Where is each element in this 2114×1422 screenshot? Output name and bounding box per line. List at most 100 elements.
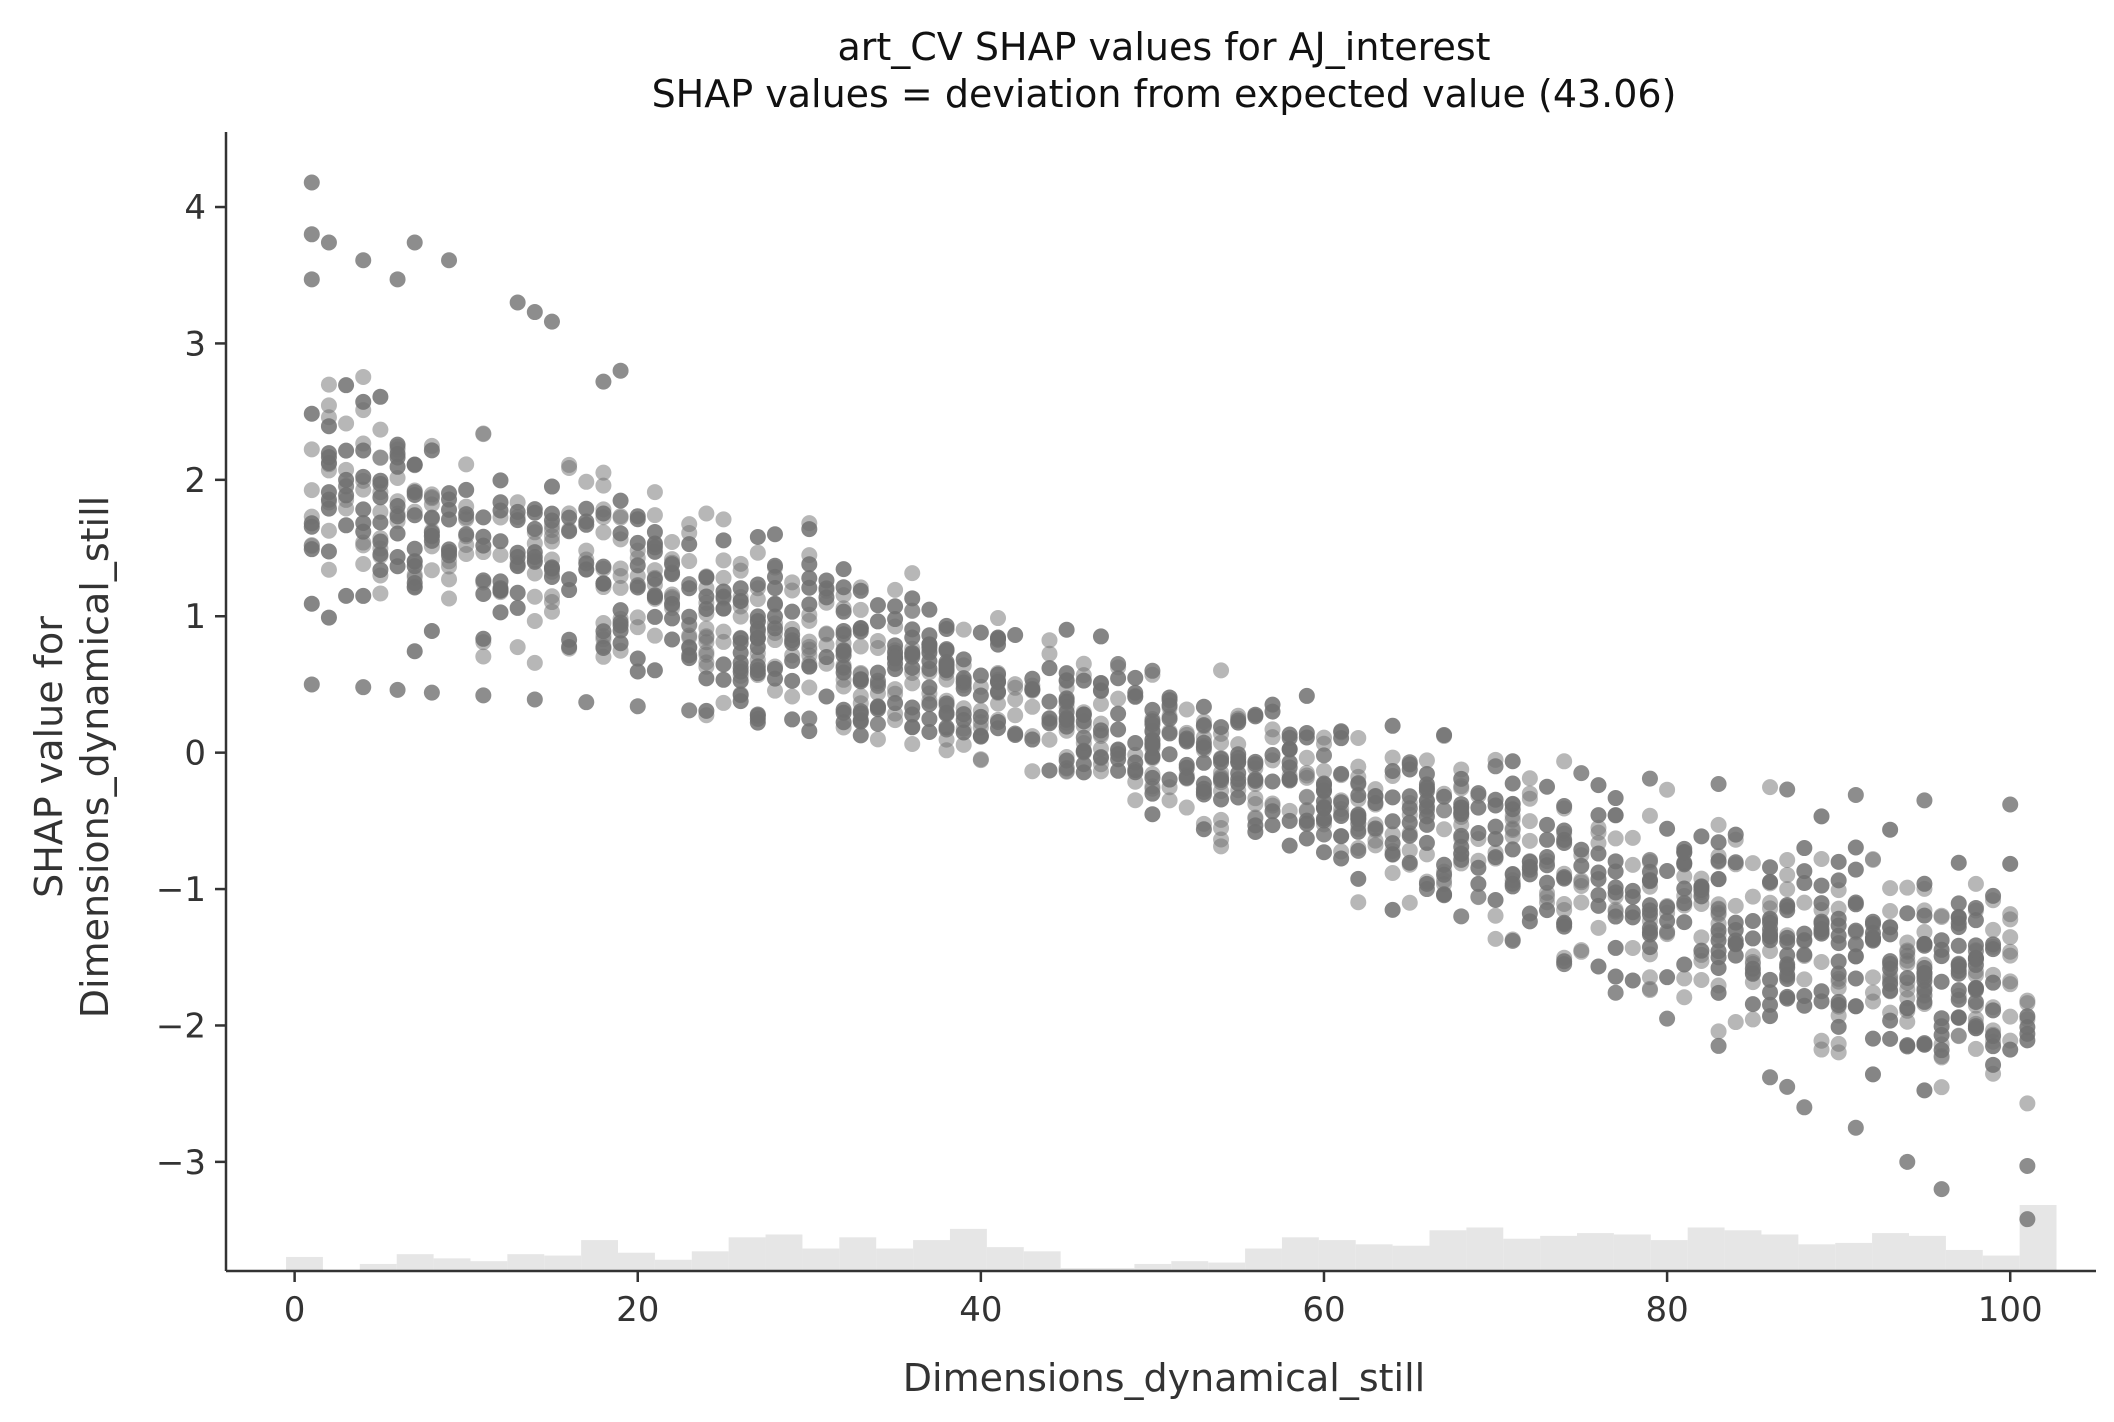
data-point — [921, 679, 938, 696]
data-point — [887, 598, 904, 615]
data-point — [355, 468, 372, 485]
data-point — [372, 561, 389, 578]
data-point — [303, 595, 320, 612]
data-point — [1916, 964, 1933, 981]
data-point — [1110, 670, 1127, 687]
x-tick-label: 60 — [1302, 1290, 1345, 1330]
histogram-bar — [691, 1251, 729, 1271]
data-point — [1521, 813, 1538, 830]
y-tick-label: −3 — [156, 1143, 206, 1183]
data-point — [2019, 1032, 2036, 1049]
data-point — [561, 582, 578, 599]
data-point — [990, 711, 1007, 728]
data-point — [766, 595, 783, 612]
data-point — [1950, 962, 1967, 979]
data-point — [921, 723, 938, 740]
data-point — [1710, 834, 1727, 851]
data-point — [972, 728, 989, 745]
data-point — [1779, 1078, 1796, 1095]
data-point — [887, 649, 904, 666]
data-point — [492, 546, 509, 563]
data-point — [1847, 861, 1864, 878]
data-point — [852, 687, 869, 704]
data-point — [1007, 676, 1024, 693]
data-point — [1813, 953, 1830, 970]
data-point — [1384, 717, 1401, 734]
data-point — [1659, 924, 1676, 941]
data-point — [1899, 974, 1916, 991]
data-point — [1127, 688, 1144, 705]
data-point — [1110, 690, 1127, 707]
data-point — [869, 632, 886, 649]
data-point — [612, 362, 629, 379]
data-point — [1161, 746, 1178, 763]
data-point — [1744, 1011, 1761, 1028]
data-point — [406, 503, 423, 520]
data-point — [1899, 1153, 1916, 1170]
data-point — [715, 532, 732, 549]
data-point — [801, 679, 818, 696]
data-point — [1058, 710, 1075, 727]
data-point — [1762, 914, 1779, 931]
x-tick-label: 40 — [959, 1290, 1002, 1330]
data-point — [1007, 725, 1024, 742]
data-point — [303, 537, 320, 554]
data-point — [801, 596, 818, 613]
data-point — [1985, 887, 2002, 904]
data-point — [766, 557, 783, 574]
data-point — [1676, 914, 1693, 931]
data-point — [1762, 894, 1779, 911]
data-point — [1607, 984, 1624, 1001]
data-point — [766, 632, 783, 649]
data-point — [1504, 841, 1521, 858]
data-point — [972, 751, 989, 768]
data-point — [1779, 781, 1796, 798]
data-point — [1573, 872, 1590, 889]
data-point — [732, 608, 749, 625]
data-point — [818, 688, 835, 705]
x-tick-label: 80 — [1645, 1290, 1688, 1330]
data-point — [835, 561, 852, 578]
data-point — [303, 441, 320, 458]
data-point — [2019, 1211, 2036, 1228]
data-point — [1933, 973, 1950, 990]
data-point — [423, 623, 440, 640]
data-point — [1779, 852, 1796, 869]
data-point — [1213, 782, 1230, 799]
data-point — [1539, 778, 1556, 795]
data-point — [1727, 856, 1744, 873]
data-point — [595, 575, 612, 592]
data-point — [372, 421, 389, 438]
x-tick-label: 20 — [616, 1290, 659, 1330]
histogram-bar — [1208, 1262, 1246, 1271]
data-point — [1916, 1036, 1933, 1053]
data-point — [1624, 882, 1641, 899]
data-point — [492, 494, 509, 511]
data-point — [389, 469, 406, 486]
data-point — [1813, 902, 1830, 919]
data-point — [1539, 857, 1556, 874]
data-point — [1539, 816, 1556, 833]
y-tick-label: 4 — [184, 188, 206, 228]
data-point — [1676, 868, 1693, 885]
data-point — [1830, 935, 1847, 952]
data-point — [1847, 998, 1864, 1015]
data-point — [1590, 919, 1607, 936]
data-point — [835, 622, 852, 639]
data-point — [1710, 1023, 1727, 1040]
data-point — [681, 702, 698, 719]
data-point — [904, 565, 921, 582]
data-point — [2019, 992, 2036, 1009]
data-point — [990, 695, 1007, 712]
data-point — [1830, 1044, 1847, 1061]
data-point — [1916, 937, 1933, 954]
data-point — [1110, 721, 1127, 738]
data-point — [1556, 956, 1573, 973]
data-point — [2002, 796, 2019, 813]
data-point — [423, 486, 440, 503]
data-point — [1127, 669, 1144, 686]
data-point — [492, 509, 509, 526]
data-point — [681, 647, 698, 664]
data-point — [612, 579, 629, 596]
data-point — [904, 706, 921, 723]
